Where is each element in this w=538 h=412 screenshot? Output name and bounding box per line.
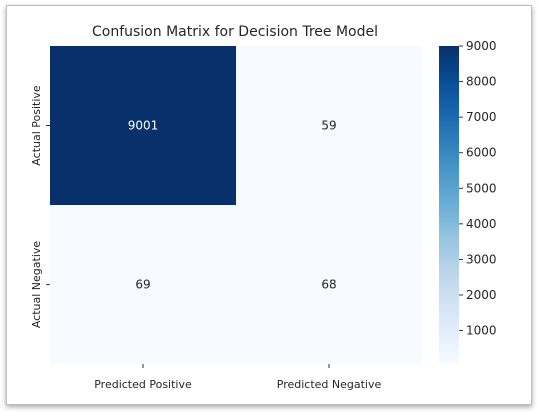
heatmap-cell	[236, 205, 422, 364]
heatmap-cell	[50, 46, 236, 205]
cell-annotation: 9001	[128, 119, 159, 133]
confusion-matrix-chart: Confusion Matrix for Decision Tree Model…	[30, 24, 497, 391]
colorbar-tick-label: 3000	[466, 252, 497, 266]
cell-annotations: 9001 59 69 68	[128, 119, 337, 292]
colorbar-tick-label: 6000	[466, 146, 497, 160]
cell-annotation: 59	[321, 119, 336, 133]
cell-annotation: 68	[321, 278, 336, 292]
colorbar-tick-label: 8000	[466, 75, 497, 89]
colorbar-tick-label: 7000	[466, 110, 497, 124]
heatmap-cell	[50, 205, 236, 364]
heatmap-cell	[236, 46, 422, 205]
heatmap-cells	[50, 46, 422, 364]
cell-annotation: 69	[135, 278, 150, 292]
colorbar-tick-label: 4000	[466, 217, 497, 231]
y-tick-labels: Actual Positive Actual Negative	[30, 85, 50, 328]
colorbar-tick-label: 9000	[466, 39, 497, 53]
x-tick-labels: Predicted Positive Predicted Negative	[94, 364, 381, 391]
chart-window: Confusion Matrix for Decision Tree Model…	[6, 5, 532, 405]
x-tick-label: Predicted Positive	[94, 378, 192, 391]
colorbar-ticks: 1000 2000 3000 4000 5000 6000 7000 8000 9000	[459, 39, 497, 338]
x-tick-label: Predicted Negative	[277, 378, 382, 391]
y-tick-label: Actual Positive	[30, 85, 43, 166]
chart-title: Confusion Matrix for Decision Tree Model	[92, 24, 378, 40]
colorbar-tick-label: 1000	[466, 324, 497, 338]
colorbar	[439, 46, 459, 364]
y-tick-label: Actual Negative	[30, 241, 43, 329]
colorbar-tick-label: 2000	[466, 288, 497, 302]
colorbar-tick-label: 5000	[466, 181, 497, 195]
